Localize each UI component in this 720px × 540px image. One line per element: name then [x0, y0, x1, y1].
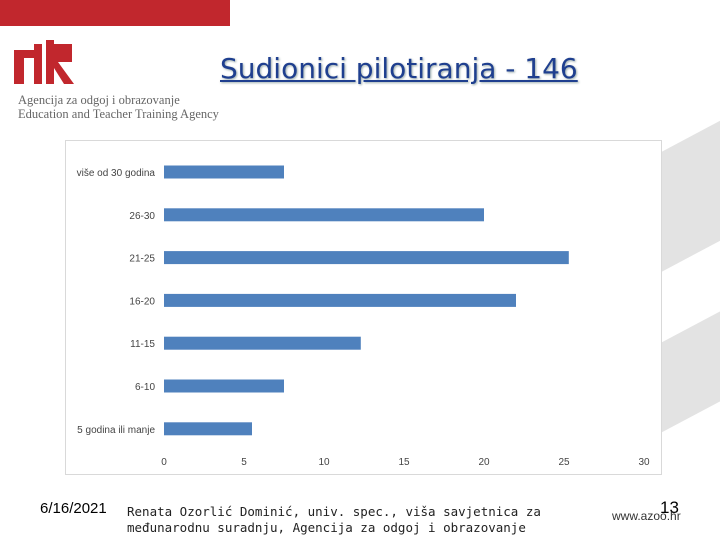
- x-tick-label: 5: [241, 457, 247, 468]
- bar: [164, 336, 361, 350]
- azoo-logo-icon: [14, 40, 74, 84]
- category-label: 26-30: [129, 211, 155, 222]
- chart-canvas: više od 30 godina 26-30 21-25 16-20 11-15 6-1…: [77, 165, 650, 468]
- category-label: 11-15: [130, 339, 155, 350]
- x-tick-label: 30: [638, 457, 650, 468]
- footer-url: www.azoo.hr: [612, 509, 681, 523]
- category-label: 5 godina ili manje: [77, 425, 155, 436]
- bar: [164, 208, 484, 222]
- x-tick-label: 0: [161, 457, 167, 468]
- x-tick-label: 10: [318, 457, 330, 468]
- slide-title: Sudionici pilotiranja - 146: [220, 52, 578, 85]
- bar: [164, 293, 516, 307]
- footer-author: Renata Ozorlić Dominić, univ. spec., viš…: [127, 504, 541, 535]
- top-accent-bar: [0, 0, 230, 26]
- category-label: više od 30 godina: [77, 168, 156, 179]
- x-tick-label: 20: [478, 457, 490, 468]
- bar: [164, 165, 284, 179]
- footer-date: 6/16/2021: [40, 500, 107, 517]
- x-tick-label: 25: [558, 457, 570, 468]
- bar: [164, 251, 569, 265]
- bar: [164, 379, 284, 393]
- org-name-en: Education and Teacher Training Agency: [18, 107, 219, 121]
- bar: [164, 422, 252, 436]
- page-number: 13: [660, 498, 679, 517]
- category-label: 16-20: [129, 296, 155, 307]
- org-name-hr: Agencija za odgoj i obrazovanje: [18, 93, 180, 107]
- bar-chart: više od 30 godina 26-30 21-25 16-20 11-15 6-1…: [65, 140, 662, 475]
- x-tick-label: 15: [398, 457, 410, 468]
- category-label: 6-10: [135, 382, 155, 393]
- category-label: 21-25: [129, 254, 155, 265]
